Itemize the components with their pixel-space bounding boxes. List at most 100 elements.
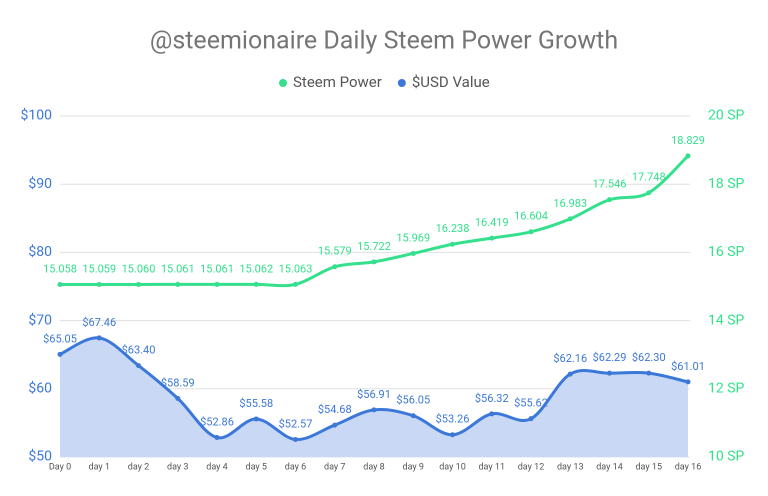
data-label: $62.30 — [632, 351, 666, 364]
point — [293, 281, 298, 287]
point — [136, 281, 141, 287]
data-label: 15.060 — [122, 262, 156, 275]
data-label: $54.68 — [318, 403, 352, 416]
data-label: 16.983 — [553, 197, 587, 210]
point — [175, 281, 181, 287]
point — [528, 229, 534, 235]
x-tick-label: Day 0 — [49, 462, 71, 472]
point — [214, 434, 220, 440]
data-label: $56.32 — [475, 392, 509, 405]
data-label: $52.57 — [279, 417, 313, 430]
data-label: $61.01 — [671, 360, 705, 373]
data-label: 16.419 — [475, 216, 509, 229]
y-tick-label: $80 — [28, 243, 52, 260]
point — [136, 363, 141, 369]
point — [293, 436, 298, 442]
point — [96, 335, 102, 341]
data-label: 15.722 — [357, 240, 391, 253]
point — [685, 153, 691, 159]
point — [410, 413, 416, 419]
x-tick-label: day 10 — [439, 462, 466, 472]
area — [60, 337, 688, 457]
chart-title: @steemionaire Daily Steem Power Growth — [150, 27, 618, 56]
point — [96, 281, 102, 287]
point — [371, 407, 377, 413]
data-label: $52.86 — [200, 415, 234, 428]
point — [567, 371, 573, 377]
x-tick-label: day 5 — [246, 462, 267, 472]
x-tick-label: day 2 — [128, 462, 149, 472]
legend-label: $USD Value — [412, 73, 490, 91]
point — [489, 411, 495, 417]
data-label: 15.063 — [279, 262, 313, 275]
data-label: $56.91 — [357, 388, 391, 401]
data-label: $65.05 — [43, 332, 77, 345]
point — [450, 241, 455, 247]
point — [253, 281, 259, 287]
data-label: $67.46 — [82, 316, 116, 329]
x-tick-label: day 6 — [285, 462, 306, 472]
data-label: 17.748 — [632, 171, 666, 184]
data-label: $62.16 — [553, 352, 587, 365]
legend-swatch — [397, 79, 406, 87]
point — [410, 250, 416, 256]
data-label: $62.29 — [593, 351, 627, 364]
data-label: 16.238 — [436, 222, 470, 235]
y2-tick-label: 20 SP — [708, 108, 745, 124]
y-tick-label: $50 — [28, 448, 52, 465]
y-tick-label: $70 — [28, 311, 52, 328]
x-tick-label: day 8 — [363, 462, 384, 472]
y-tick-label: $60 — [28, 380, 52, 397]
point — [57, 351, 63, 357]
data-label: 15.058 — [43, 262, 77, 275]
data-label: $58.59 — [161, 376, 195, 389]
data-label: $55.58 — [239, 397, 273, 410]
x-tick-label: day 13 — [557, 462, 584, 472]
data-label: 15.059 — [82, 262, 116, 275]
x-tick-label: day 15 — [635, 462, 662, 472]
data-label: 17.546 — [593, 178, 627, 191]
point — [607, 197, 612, 203]
x-tick-label: day 11 — [478, 462, 505, 472]
data-label: $55.62 — [514, 397, 548, 410]
point — [489, 235, 495, 241]
data-label: $56.05 — [396, 394, 430, 407]
x-tick-label: day 16 — [675, 462, 702, 472]
point — [607, 370, 612, 376]
point — [57, 282, 63, 288]
point — [685, 379, 691, 385]
point — [214, 281, 220, 287]
x-tick-label: day 4 — [206, 462, 227, 472]
point — [253, 416, 259, 422]
y-tick-label: $100 — [21, 107, 53, 124]
y2-tick-label: 12 SP — [708, 381, 745, 397]
point — [371, 259, 377, 265]
data-label: 15.061 — [161, 262, 195, 275]
data-label: 15.969 — [396, 231, 430, 244]
y-tick-label: $90 — [28, 175, 52, 192]
data-label: 15.062 — [239, 262, 273, 275]
y2-tick-label: 16 SP — [708, 244, 745, 260]
x-tick-label: day 12 — [518, 462, 545, 472]
data-label: $53.26 — [436, 413, 470, 426]
point — [646, 370, 652, 376]
data-label: 15.579 — [318, 245, 352, 258]
data-label: 18.829 — [671, 134, 705, 147]
point — [450, 432, 455, 438]
x-tick-label: day 9 — [403, 462, 424, 472]
x-tick-label: day 1 — [89, 462, 110, 472]
point — [528, 416, 534, 422]
legend-label: Steem Power — [293, 73, 382, 91]
x-tick-label: day 14 — [596, 462, 623, 472]
x-tick-label: day 7 — [324, 462, 345, 472]
point — [332, 264, 338, 270]
y2-tick-label: 14 SP — [708, 312, 745, 328]
y2-tick-label: 10 SP — [708, 449, 745, 465]
data-label: $63.40 — [122, 344, 156, 357]
point — [175, 395, 181, 401]
data-label: 15.061 — [200, 262, 234, 275]
point — [567, 216, 573, 222]
data-label: 16.604 — [514, 210, 548, 223]
